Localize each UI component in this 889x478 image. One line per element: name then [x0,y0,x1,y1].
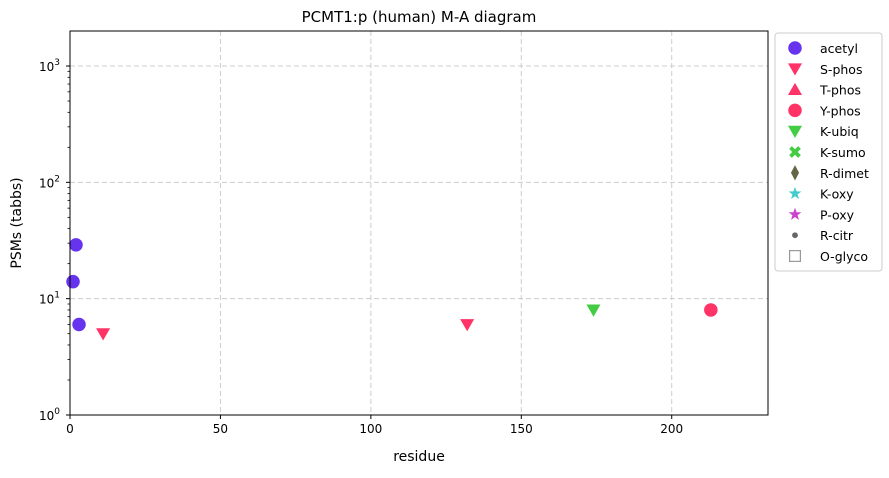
legend-marker-o-glyco [788,250,801,263]
legend-marker-r-dimet [790,165,800,181]
x-tick-label: 50 [213,422,228,436]
legend-label: acetyl [820,41,858,56]
y-tick-label: 101 [39,291,60,307]
legend-marker-r-citr [792,232,798,239]
legend-label: T-phos [819,83,861,98]
data-point-y-phos [704,303,718,317]
data-point-acetyl [72,317,86,332]
data-point-acetyl [66,274,80,289]
legend-marker-t-phos [787,82,803,95]
legend-label: R-citr [820,228,854,243]
legend-marker-k-oxy [788,186,802,200]
chart-title: PCMT1:p (human) M-A diagram [302,8,537,26]
legend-marker-s-phos [787,63,803,76]
data-point-acetyl [69,238,83,252]
y-axis: 100 101 102 103 [39,58,70,423]
data-point-s-phos [460,319,475,332]
data-point-s-phos [96,328,111,341]
y-tick-label: 102 [39,174,60,190]
x-tick-label: 100 [359,422,382,436]
legend-label: Y-phos [819,103,861,118]
data-point-k-ubiq [586,304,601,317]
legend-label: K-sumo [820,145,866,160]
legend-label: K-ubiq [820,124,859,139]
y-tick-label: 103 [39,58,60,74]
x-tick-label: 200 [660,422,683,436]
x-tick-label: 0 [66,422,74,436]
y-tick-label: 100 [39,407,60,423]
legend-marker-p-oxy [788,207,802,220]
legend: acetyl S-phos T-phos Y-phos K-ubiq K-sumo R-di… [774,32,883,272]
y-axis-label: PSMs (tabbs) [9,177,25,268]
legend-marker-acetyl [788,41,802,55]
plot-frame [69,30,769,416]
x-axis: 0 50 100 150 200 [66,415,683,436]
x-axis-label: residue [393,449,445,465]
legend-label: O-glyco [820,249,868,264]
legend-label: K-oxy [820,187,854,202]
legend-marker-k-ubiq [787,125,803,138]
x-tick-label: 150 [510,422,533,436]
legend-label: R-dimet [820,166,869,181]
legend-frame [774,32,883,272]
grid [70,31,768,415]
legend-marker-y-phos [788,103,802,118]
legend-marker-k-sumo [789,146,801,158]
legend-label: P-oxy [820,207,855,222]
legend-label: S-phos [820,62,862,77]
data-points [66,238,718,341]
